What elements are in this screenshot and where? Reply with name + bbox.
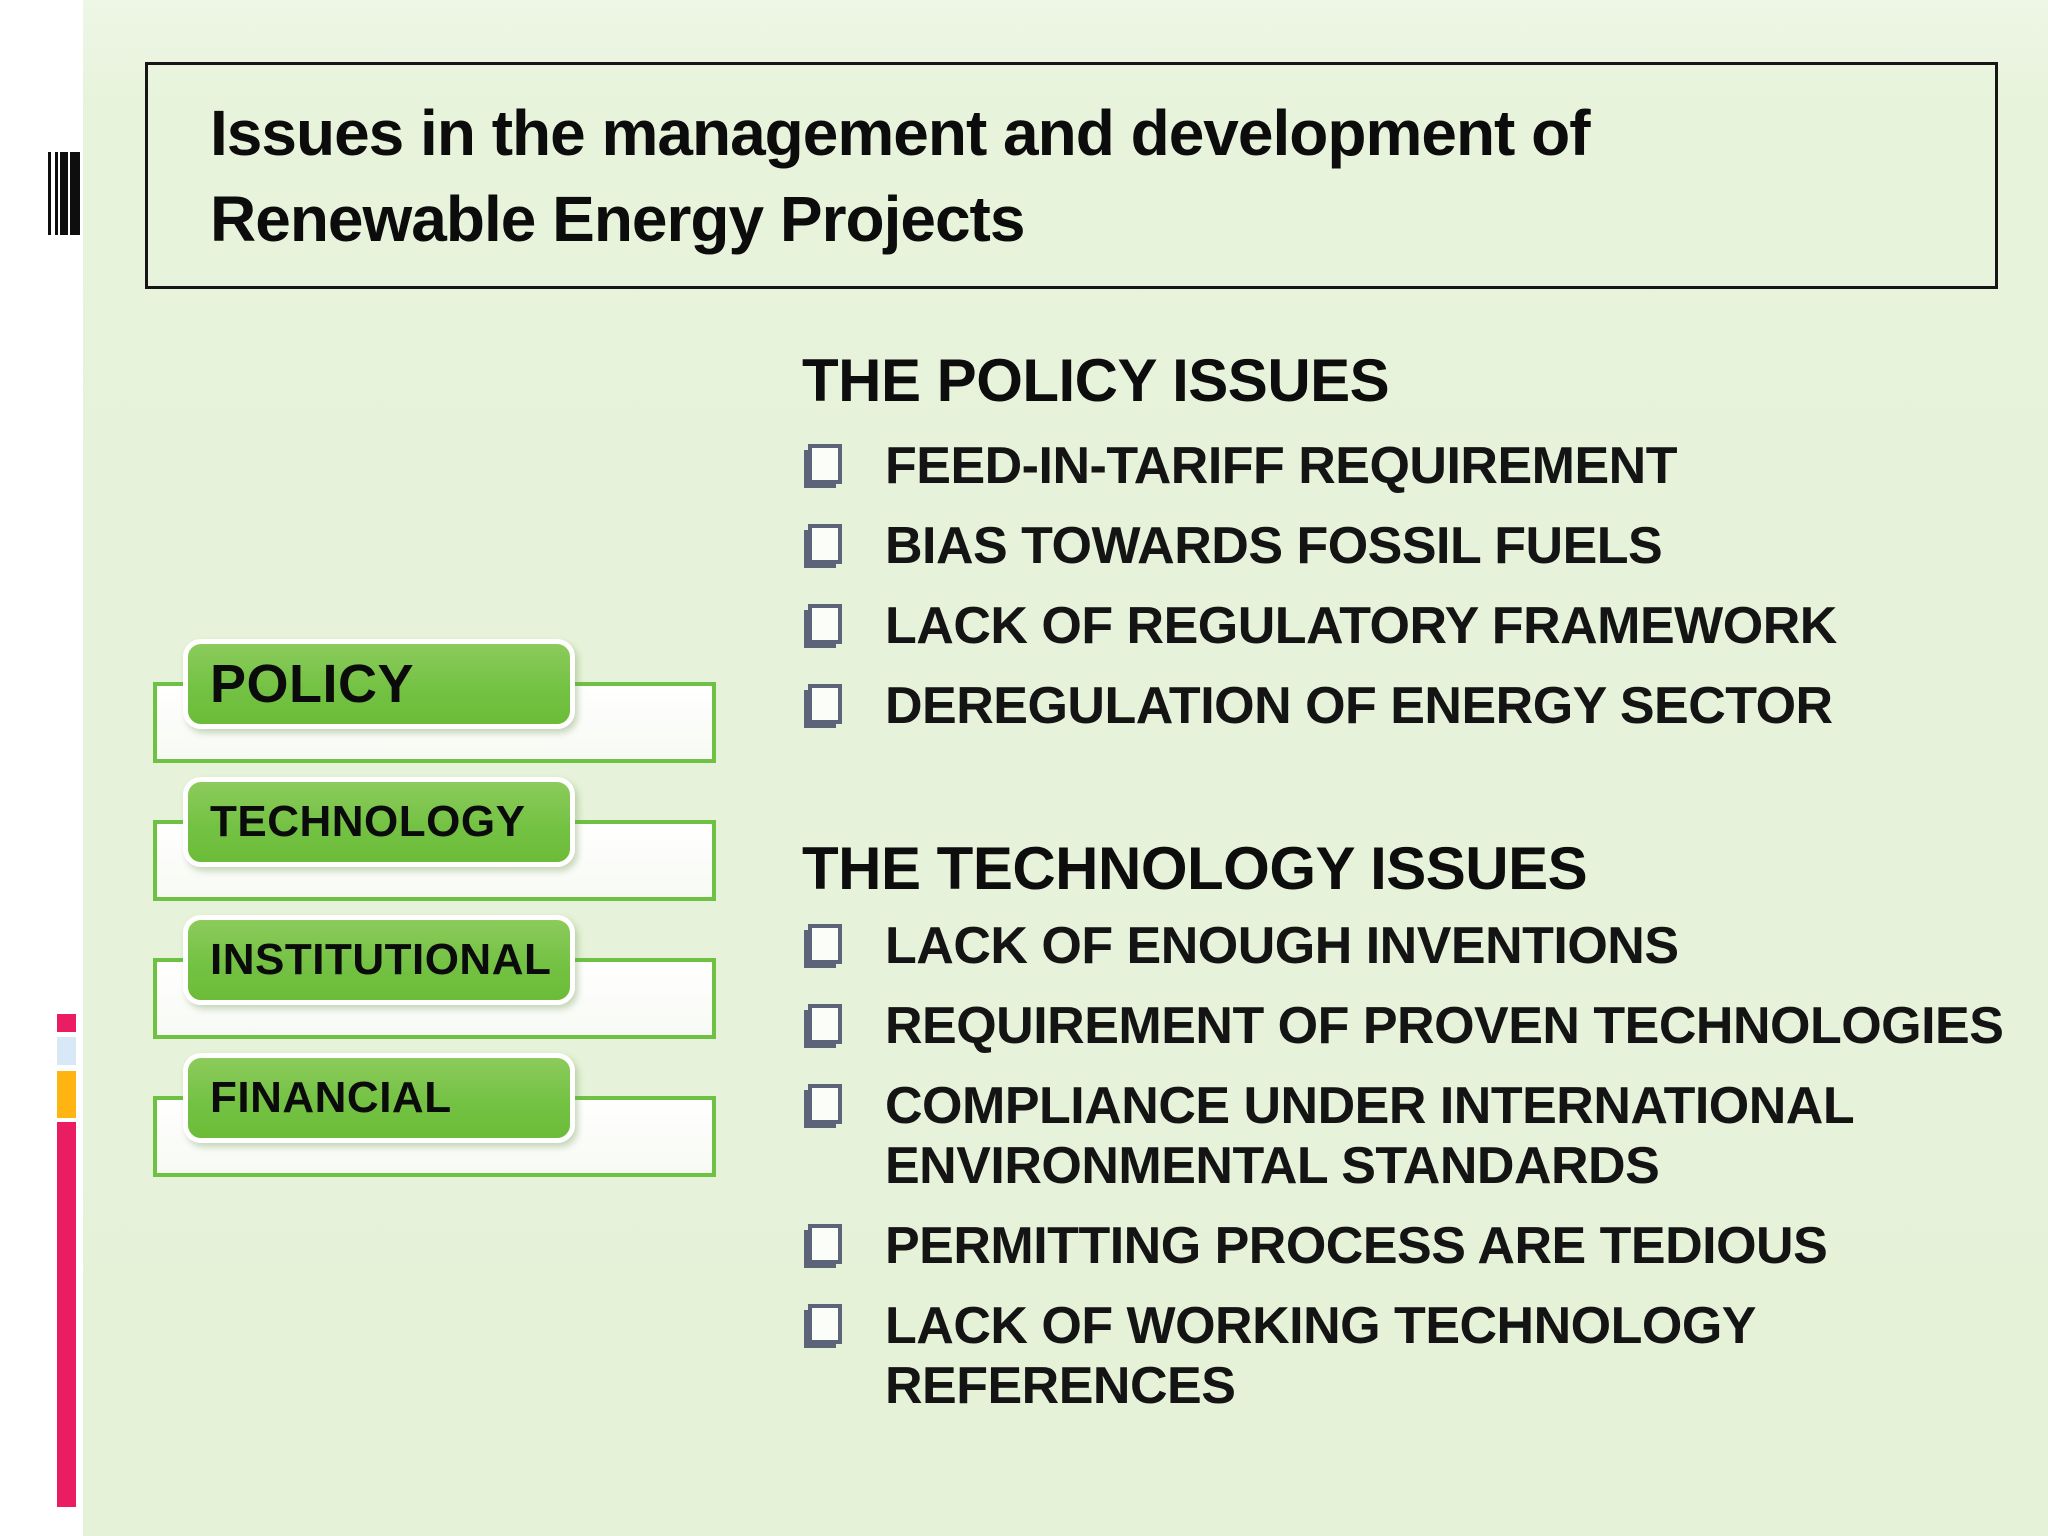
bullet-text: LACK OF REGULATORY FRAMEWORK	[885, 597, 1837, 655]
bullet-text: LACK OF ENOUGH INVENTIONS	[885, 917, 1679, 975]
barcode-stripe	[60, 152, 68, 235]
diagram-button-technology: TECHNOLOGY	[183, 777, 575, 867]
slide-background	[83, 0, 2048, 1536]
diagram-button-label: TECHNOLOGY	[210, 797, 526, 846]
bullet-item: PERMITTING PROCESS ARE TEDIOUS	[808, 1216, 2003, 1276]
diagram-button-institutional: INSTITUTIONAL	[183, 915, 575, 1005]
deco-bar-orange	[57, 1071, 76, 1118]
checkbox-bullet-icon	[808, 524, 842, 564]
barcode-stripe	[55, 152, 58, 235]
bullet-text: COMPLIANCE UNDER INTERNATIONAL ENVIRONME…	[885, 1077, 1855, 1195]
diagram-button-financial: FINANCIAL	[183, 1053, 575, 1143]
diagram-button-label: INSTITUTIONAL	[210, 935, 552, 984]
barcode-stripe	[70, 152, 80, 235]
technology-bullet-list: LACK OF ENOUGH INVENTIONS REQUIREMENT OF…	[808, 916, 2004, 1436]
bullet-item: COMPLIANCE UNDER INTERNATIONAL ENVIRONME…	[808, 1076, 2003, 1196]
diagram-button-policy: POLICY	[183, 639, 575, 729]
bullet-text: DEREGULATION OF ENERGY SECTOR	[885, 677, 1833, 735]
checkbox-bullet-icon	[808, 684, 842, 724]
bullet-item: LACK OF ENOUGH INVENTIONS	[808, 916, 2003, 976]
bullet-text: BIAS TOWARDS FOSSIL FUELS	[885, 517, 1663, 575]
title-box: Issues in the management and development…	[145, 62, 1998, 289]
bullet-item: LACK OF WORKING TECHNOLOGY REFERENCES	[808, 1296, 2003, 1416]
bullet-item: BIAS TOWARDS FOSSIL FUELS	[808, 516, 1837, 576]
checkbox-bullet-icon	[808, 1084, 842, 1124]
deco-bar-pink	[57, 1014, 76, 1032]
bullet-text: FEED-IN-TARIFF REQUIREMENT	[885, 437, 1677, 495]
barcode-icon	[48, 152, 80, 235]
barcode-stripe	[48, 152, 51, 235]
bullet-text: REQUIREMENT OF PROVEN TECHNOLOGIES	[885, 997, 2004, 1055]
bullet-text: LACK OF WORKING TECHNOLOGY REFERENCES	[885, 1297, 1756, 1415]
checkbox-bullet-icon	[808, 1004, 842, 1044]
deco-bar-blue	[57, 1037, 76, 1065]
checkbox-bullet-icon	[808, 1224, 842, 1264]
policy-bullet-list: FEED-IN-TARIFF REQUIREMENT BIAS TOWARDS …	[808, 436, 1837, 756]
bullet-text: PERMITTING PROCESS ARE TEDIOUS	[885, 1217, 1828, 1275]
diagram-button-label: POLICY	[210, 654, 415, 714]
slide-title: Issues in the management and development…	[210, 96, 1591, 255]
checkbox-bullet-icon	[808, 924, 842, 964]
deco-bar-magenta	[57, 1122, 76, 1507]
bullet-item: DEREGULATION OF ENERGY SECTOR	[808, 676, 1837, 736]
checkbox-bullet-icon	[808, 604, 842, 644]
bullet-item: REQUIREMENT OF PROVEN TECHNOLOGIES	[808, 996, 2004, 1056]
bullet-item: LACK OF REGULATORY FRAMEWORK	[808, 596, 1837, 656]
section-heading-technology: THE TECHNOLOGY ISSUES	[802, 835, 1588, 902]
checkbox-bullet-icon	[808, 444, 842, 484]
section-heading-policy: THE POLICY ISSUES	[802, 347, 1390, 414]
bullet-item: FEED-IN-TARIFF REQUIREMENT	[808, 436, 1837, 496]
diagram-button-label: FINANCIAL	[210, 1073, 452, 1122]
checkbox-bullet-icon	[808, 1304, 842, 1344]
